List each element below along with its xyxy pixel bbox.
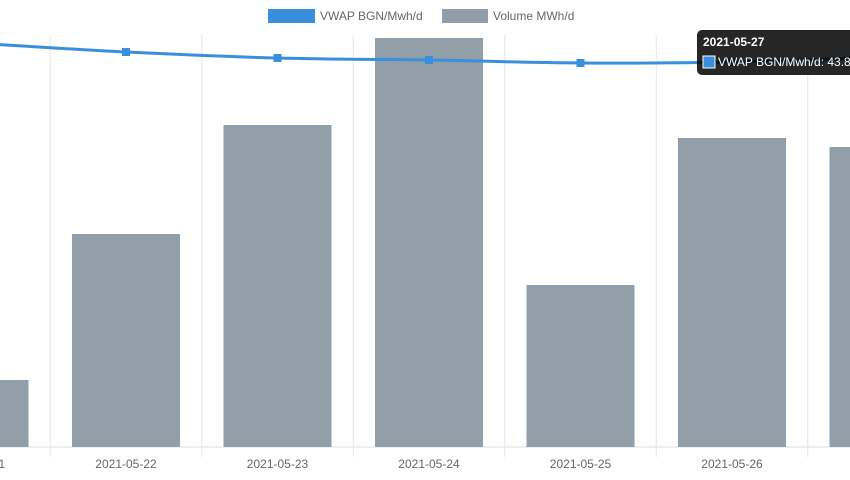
legend-swatch[interactable] [442,9,488,23]
legend-swatch[interactable] [268,9,315,23]
tooltip-swatch [702,55,716,69]
x-tick-label: 2021-05-24 [398,457,460,471]
x-tick-label: 2021-05-23 [247,457,309,471]
tooltip: 2021-05-27 VWAP BGN/Mwh/d: 43.8 [697,30,850,75]
legend-label[interactable]: Volume MWh/d [493,9,574,23]
bar [829,147,850,447]
tooltip-label: VWAP BGN/Mwh/d: 43.8 [718,55,850,69]
x-tick-label: 2021-05-26 [701,457,763,471]
bar [223,125,332,447]
bar [678,138,786,447]
legend-label[interactable]: VWAP BGN/Mwh/d [320,9,423,23]
legend: VWAP BGN/Mwh/d Volume MWh/d [268,9,574,23]
point [576,59,585,67]
x-tick-label: 2021-05-25 [550,457,612,471]
plot: 2021-05-21 2021-05-22 2021-05-23 2021-05-24… [0,35,850,471]
point [122,48,130,56]
point [425,56,433,64]
point [273,54,282,62]
bar [0,380,29,447]
tooltip-title: 2021-05-27 [703,35,765,49]
tooltip-box [697,30,850,75]
x-tick-label: 2021-05-21 [0,457,6,471]
x-tick-label: 2021-05-22 [95,457,157,471]
bar [72,234,180,447]
bar [375,38,483,447]
bar [526,285,635,447]
